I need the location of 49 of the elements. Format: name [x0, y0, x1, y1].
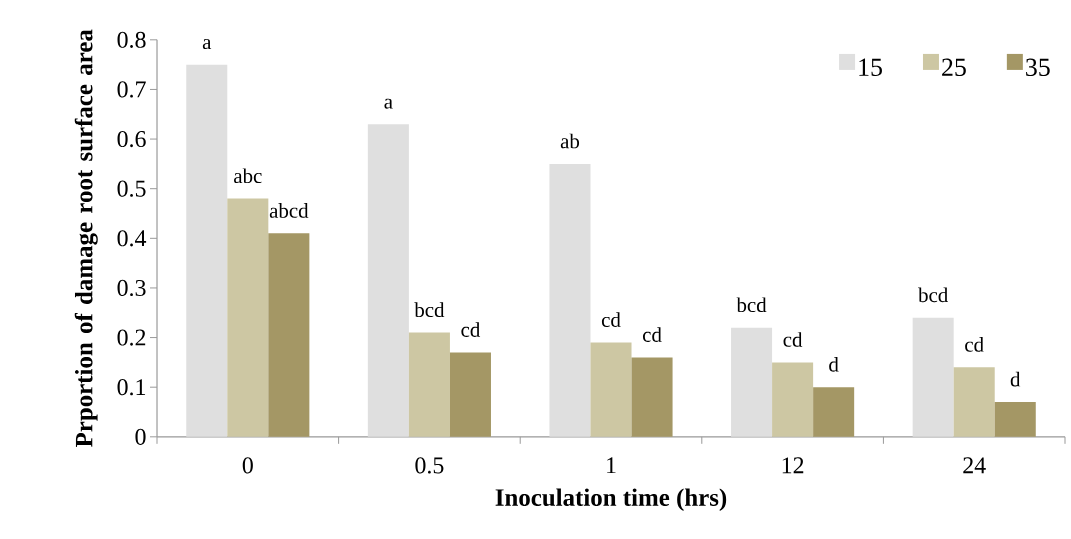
y-tick-label: 0.3 [117, 279, 146, 297]
data-label: cd [601, 312, 621, 328]
y-tick-label: 0.1 [117, 379, 146, 396]
legend-label: 15 [859, 58, 882, 77]
x-axis-title: Inoculation time (hrs) [495, 488, 727, 512]
y-tick-label: 0.8 [117, 31, 146, 49]
data-label: cd [642, 327, 662, 342]
data-label: ab [560, 133, 580, 149]
data-label: bcd [414, 302, 445, 318]
y-axis-title: Prportion of damage root surface area [74, 29, 98, 448]
bar [408, 332, 450, 437]
bar [631, 357, 673, 437]
x-tick-label: 0.5 [415, 457, 444, 474]
x-tick-label: 1 [607, 457, 616, 474]
y-tick-label: 0 [135, 428, 146, 445]
data-label: d [829, 357, 839, 372]
data-label: cd [783, 332, 803, 347]
data-label: abcd [269, 203, 309, 218]
bar [731, 327, 773, 437]
bar [186, 64, 228, 437]
x-tick-label: 0 [242, 457, 253, 474]
x-tick-label: 24 [963, 457, 986, 474]
data-label: bcd [918, 287, 949, 303]
y-tick-label: 0.5 [117, 180, 146, 197]
bar [813, 387, 855, 437]
y-tick-label: 0.7 [117, 81, 146, 98]
bar [268, 233, 310, 437]
bar [953, 367, 995, 437]
bar [227, 198, 269, 437]
data-label: cd [461, 322, 481, 338]
data-label: abc [234, 168, 262, 184]
data-label: a [384, 98, 393, 109]
bar [367, 124, 409, 437]
y-tick-label: 0.2 [117, 329, 146, 346]
data-label: cd [965, 337, 984, 352]
data-label: bcd [736, 297, 767, 313]
bar [549, 163, 591, 437]
x-tick-label: 12 [782, 457, 804, 474]
data-label: d [1010, 371, 1021, 387]
y-tick-label: 0.4 [117, 230, 147, 247]
bar [772, 362, 814, 437]
legend-label: 25 [942, 58, 966, 77]
legend-label: 35 [1026, 58, 1050, 77]
bar [994, 402, 1036, 437]
y-tick-label: 0.6 [117, 131, 146, 148]
bar [590, 342, 632, 437]
data-label: a [202, 39, 212, 50]
bar [449, 352, 491, 437]
bar [912, 317, 954, 437]
